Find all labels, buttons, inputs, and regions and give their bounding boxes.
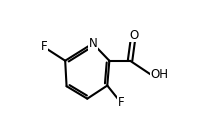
Text: O: O [129, 29, 138, 42]
Text: F: F [118, 96, 124, 109]
Text: OH: OH [151, 68, 169, 81]
Text: N: N [89, 37, 97, 50]
Text: F: F [40, 40, 47, 53]
